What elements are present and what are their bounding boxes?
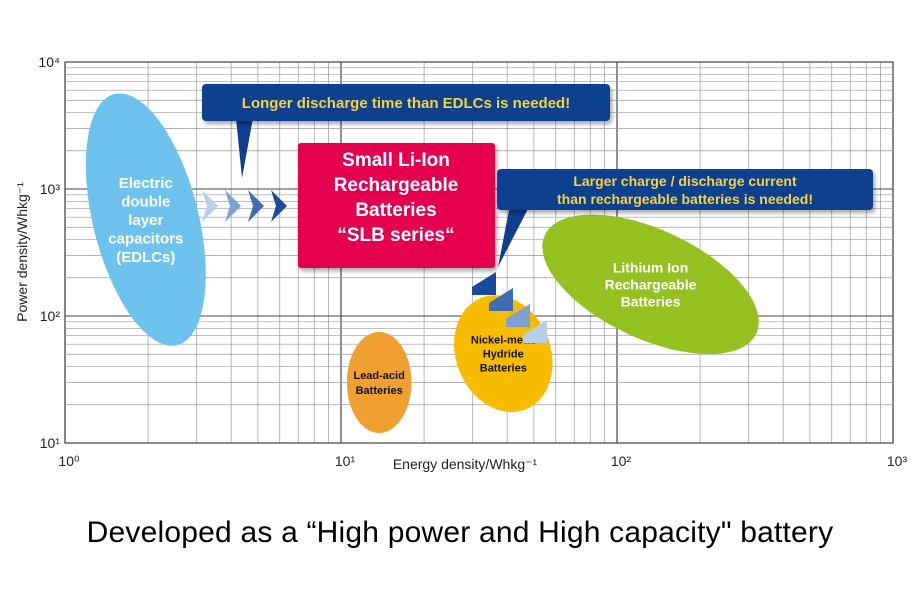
slb-label: “SLB series“ [337, 225, 454, 246]
region-edlcs [85, 93, 206, 346]
region-label: Lithium Ion [613, 259, 688, 275]
region-label: capacitors [108, 230, 183, 247]
region-label: Batteries [480, 363, 527, 375]
right-chevron-icon [271, 190, 287, 222]
slb-label: Batteries [355, 200, 436, 221]
region-label: Hydride [483, 349, 524, 361]
progress-arrows [202, 190, 547, 343]
x-tick-label: 10⁰ [58, 453, 80, 469]
region-label: Batteries [621, 293, 681, 309]
y-axis-label: Power density/Whkg⁻¹ [14, 182, 30, 322]
callout-pointer [498, 205, 530, 267]
region-label: layer [128, 212, 163, 229]
y-tick-label: 10⁴ [38, 54, 60, 70]
callout-pointer [236, 118, 253, 178]
region-label: (EDLCs) [116, 249, 175, 266]
chart-canvas: 10⁰ 10¹ 10² 10³ 10¹ 10² 10³ 10⁴ Energy density/… [14, 54, 907, 472]
region-label: Electric [119, 175, 173, 192]
slb-label: Rechargeable [334, 175, 459, 196]
callout-2-text: Larger charge / discharge current [573, 173, 797, 189]
x-tick-label: 10¹ [335, 453, 356, 469]
callout-1 [202, 84, 610, 121]
region-label: Rechargeable [605, 276, 697, 292]
region-label: Nickel-metal [471, 335, 536, 347]
y-tick-label: 10³ [40, 181, 61, 197]
callouts: Longer discharge time than EDLCs is need… [202, 84, 873, 267]
y-tick-label: 10² [40, 308, 61, 324]
x-tick-label: 10³ [887, 453, 908, 469]
region-lithium-ion [542, 214, 759, 355]
right-chevron-icon [202, 190, 218, 222]
slb-highlight: Small Li-Ion Rechargeable Batteries “SLB se… [298, 143, 495, 268]
down-left-chevron-icon [506, 304, 530, 327]
down-left-chevron-icon [523, 320, 547, 343]
slb-label: Small Li-Ion [342, 150, 450, 171]
down-left-chevron-icon [472, 272, 496, 295]
tick-labels: 10⁰ 10¹ 10² 10³ 10¹ 10² 10³ 10⁴ [38, 54, 907, 469]
region-lead-acid [346, 331, 412, 433]
right-chevron-icon [248, 190, 264, 222]
region-label: Lead-acid [353, 370, 404, 382]
right-chevron-icon [225, 190, 241, 222]
axis-labels: Energy density/Whkg⁻¹ Power density/Whkg⁻… [14, 182, 538, 472]
callout-2 [497, 169, 873, 210]
callout-2-text: than rechargeable batteries is needed! [557, 191, 813, 207]
caption: Developed as a “High power and High capa… [86, 516, 834, 549]
region-label: Batteries [356, 385, 403, 397]
y-tick-label: 10¹ [40, 435, 61, 451]
slb-box [298, 143, 495, 268]
callout-1-text: Longer discharge time than EDLCs is need… [242, 95, 570, 112]
x-axis-label: Energy density/Whkg⁻¹ [393, 456, 538, 472]
x-tick-label: 10² [611, 453, 632, 469]
region-label: double [121, 193, 170, 210]
down-left-chevron-icon [489, 288, 513, 311]
